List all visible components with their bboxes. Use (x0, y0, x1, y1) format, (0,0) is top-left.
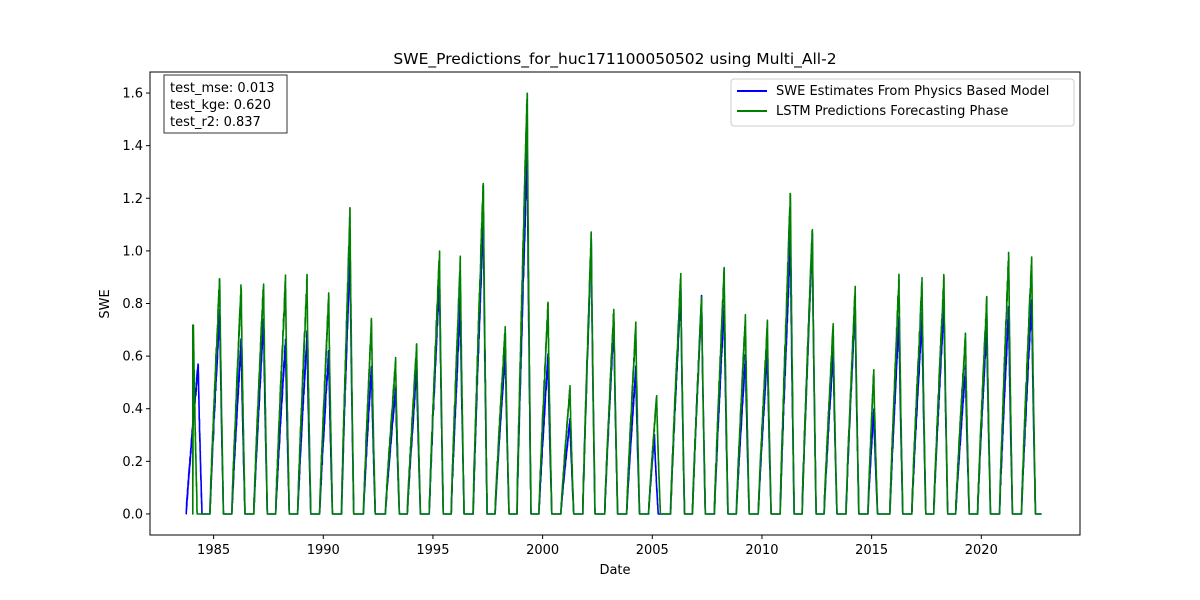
x-tick-label: 2005 (636, 543, 669, 558)
x-axis: 1985 1990 1995 2000 2005 2010 2015 2020 (197, 535, 998, 558)
y-axis-label: SWE (98, 289, 113, 318)
y-tick-label: 0.4 (122, 402, 143, 417)
y-tick-label: 0.8 (122, 297, 143, 312)
metrics-box: test_mse: 0.013 test_kge: 0.620 test_r2:… (163, 74, 288, 134)
x-tick-label: 2015 (855, 543, 888, 558)
x-tick-label: 2020 (965, 543, 998, 558)
plot-area (185, 92, 1042, 515)
legend-label-swe-estimates: SWE Estimates From Physics Based Model (776, 84, 1049, 99)
y-tick-label: 0.2 (122, 455, 143, 470)
x-axis-label: Date (599, 563, 630, 578)
metric-mse: test_mse: 0.013 (170, 81, 275, 96)
metrics-box-frame (163, 74, 288, 134)
chart-title: SWE_Predictions_for_huc171100050502 usin… (393, 50, 836, 69)
x-tick-label: 1985 (197, 543, 230, 558)
y-tick-label: 0.0 (122, 507, 143, 522)
legend-label-lstm-predictions: LSTM Predictions Forecasting Phase (776, 104, 1008, 119)
y-tick-label: 1.4 (122, 139, 143, 154)
series-line-lstm-predictions (192, 92, 1042, 515)
metric-r2: test_r2: 0.837 (170, 115, 261, 130)
y-tick-label: 1.2 (122, 192, 143, 207)
x-tick-label: 2010 (745, 543, 778, 558)
metric-kge: test_kge: 0.620 (170, 98, 271, 113)
y-tick-label: 1.0 (122, 244, 143, 259)
legend-frame (730, 78, 1075, 127)
legend: SWE Estimates From Physics Based Model L… (730, 78, 1075, 127)
y-axis: 0.0 0.2 0.4 0.6 0.8 1.0 1.2 1.4 1.6 (122, 87, 150, 522)
x-tick-label: 1990 (307, 543, 340, 558)
y-tick-label: 1.6 (122, 87, 143, 102)
x-tick-label: 2000 (526, 543, 559, 558)
x-tick-label: 1995 (416, 543, 449, 558)
y-tick-label: 0.6 (122, 350, 143, 365)
